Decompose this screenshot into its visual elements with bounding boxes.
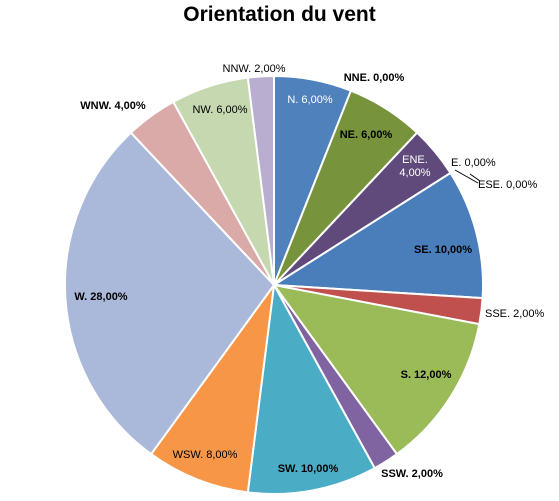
slice-label-ne: NE. 6,00% [340,129,393,141]
pie-slice-w [64,131,276,456]
pie-slice-sw [246,281,377,495]
leader-line-ese [454,169,479,184]
slice-label-ssw: SSW. 2,00% [381,468,443,480]
slice-label-ene: ENE. 4,00% [399,154,430,179]
leader-line-e [469,173,481,182]
pie-slice-wsw [149,284,275,494]
slice-label-wsw: WSW. 8,00% [173,449,238,461]
slice-label-nne: NNE. 0,00% [344,72,405,84]
slice-label-nnw: NNW. 2,00% [223,63,286,75]
slice-label-w: W. 28,00% [74,291,127,303]
slice-label-s: S. 12,00% [401,369,452,381]
slice-label-se: SE. 10,00% [414,244,472,256]
pie-slice-se [270,171,484,300]
pie-slice-nnw [246,74,275,286]
slice-label-sse: SSE. 2,00% [485,308,545,320]
slice-label-nw: NW. 6,00% [192,104,247,116]
slice-label-wnw: WNW. 4,00% [80,100,146,112]
slice-label-e: E. 0,00% [451,157,496,169]
slice-label-n: N. 6,00% [287,94,332,106]
chart-title: Orientation du vent [183,3,376,26]
slice-label-ese: ESE. 0,00% [478,179,538,191]
pie-slice-s [271,283,481,456]
slice-label-sw: SW. 10,00% [278,463,339,475]
